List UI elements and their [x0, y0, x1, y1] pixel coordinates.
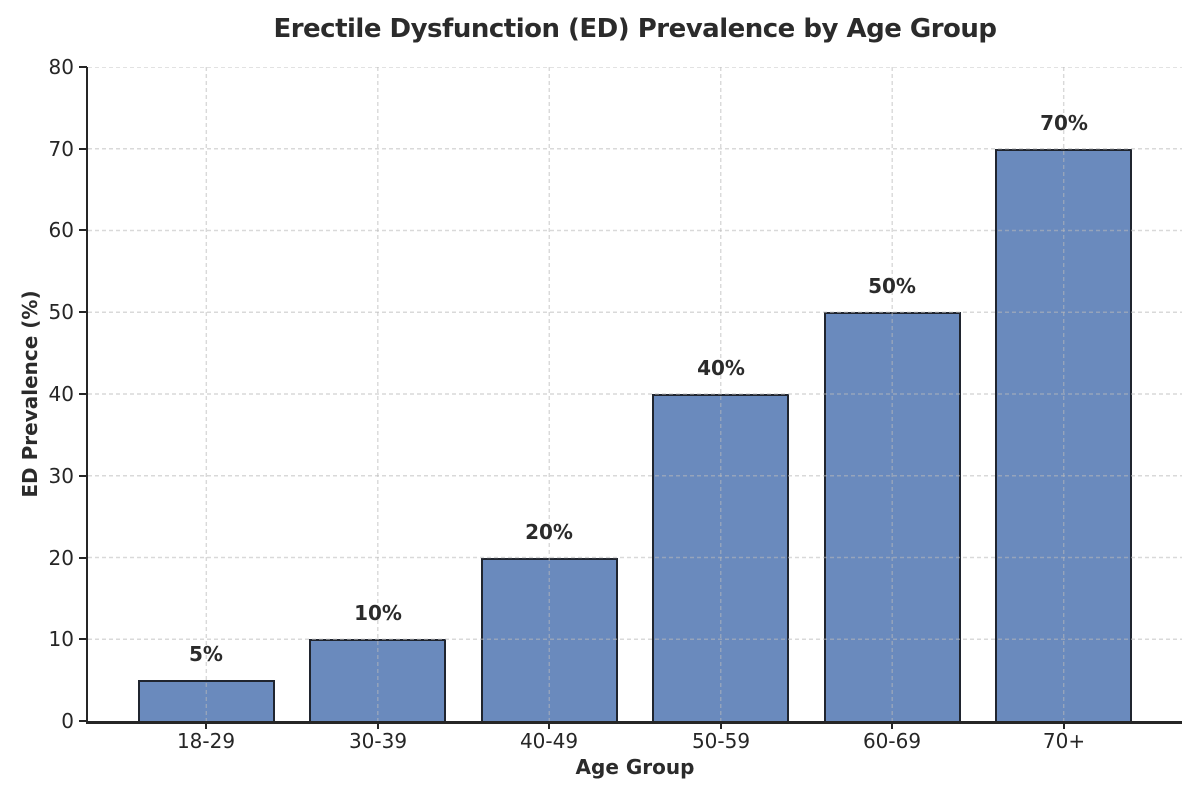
y-tick-label-10: 10	[48, 627, 74, 651]
x-tick-mark	[1063, 723, 1065, 729]
y-tick-mark	[79, 311, 87, 313]
y-tick-mark	[79, 557, 87, 559]
y-tick-mark	[79, 393, 87, 395]
y-tick-label-0: 0	[61, 709, 74, 733]
y-axis-spine	[86, 67, 88, 724]
y-tick-mark	[79, 720, 87, 722]
bar-50-59	[652, 394, 789, 721]
bar-value-label-70+: 70%	[1040, 111, 1088, 135]
bar-60-69	[824, 312, 961, 721]
x-tick-mark	[720, 723, 722, 729]
y-tick-label-20: 20	[48, 546, 74, 570]
x-axis-spine	[86, 721, 1182, 724]
x-tick-mark	[205, 723, 207, 729]
y-tick-mark	[79, 229, 87, 231]
bar-value-label-18-29: 5%	[189, 642, 223, 666]
y-tick-label-50: 50	[48, 300, 74, 324]
y-tick-label-60: 60	[48, 218, 74, 242]
x-axis-label: Age Group	[575, 755, 695, 779]
chart-title: Erectile Dysfunction (ED) Prevalence by …	[273, 14, 997, 44]
y-tick-label-70: 70	[48, 137, 74, 161]
y-tick-mark	[79, 148, 87, 150]
x-tick-label-18-29: 18-29	[176, 729, 236, 753]
bar-40-49	[481, 558, 618, 722]
x-tick-mark	[548, 723, 550, 729]
y-tick-label-80: 80	[48, 55, 74, 79]
x-tick-label-40-49: 40-49	[519, 729, 579, 753]
y-tick-label-30: 30	[48, 464, 74, 488]
y-tick-label-40: 40	[48, 382, 74, 406]
bar-value-label-40-49: 20%	[525, 520, 573, 544]
bar-value-label-60-69: 50%	[868, 274, 916, 298]
x-tick-mark	[891, 723, 893, 729]
y-tick-mark	[79, 475, 87, 477]
x-tick-label-60-69: 60-69	[862, 729, 922, 753]
bar-value-label-30-39: 10%	[354, 601, 402, 625]
bar-18-29	[138, 680, 275, 721]
plot-area	[88, 67, 1182, 722]
x-tick-mark	[377, 723, 379, 729]
x-tick-label-70+: 70+	[1042, 729, 1086, 753]
bar-30-39	[309, 639, 446, 721]
x-tick-label-30-39: 30-39	[348, 729, 408, 753]
y-tick-mark	[79, 66, 87, 68]
bar-70+	[995, 149, 1132, 721]
bar-value-label-50-59: 40%	[697, 356, 745, 380]
y-tick-mark	[79, 638, 87, 640]
x-tick-label-50-59: 50-59	[691, 729, 751, 753]
